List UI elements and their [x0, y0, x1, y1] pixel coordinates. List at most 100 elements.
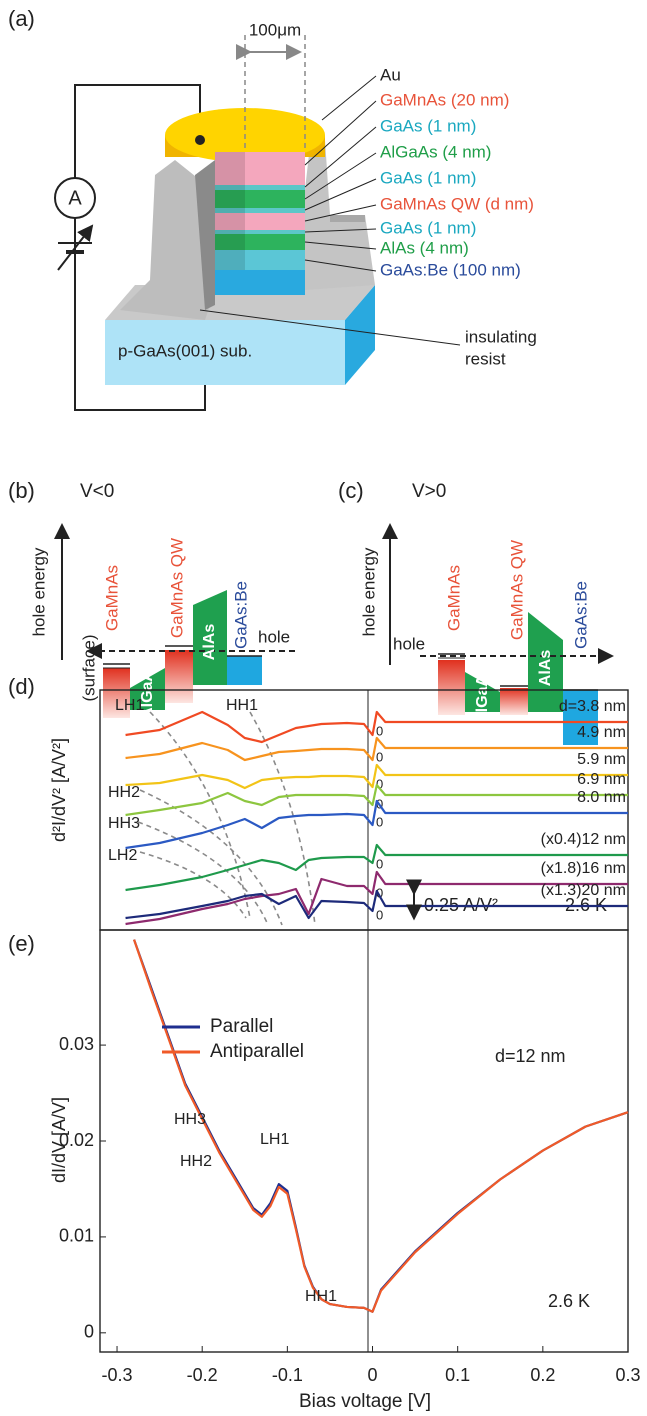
data-line: [125, 783, 628, 817]
peak-label: HH1: [226, 697, 258, 714]
layer-label: AlAs (4 nm): [380, 238, 469, 257]
data-line: [133, 939, 629, 1313]
y-tick-label: 0.02: [59, 1130, 94, 1150]
region-label: GaMnAs QW: [507, 540, 526, 640]
x-tick-label: 0: [368, 1365, 378, 1385]
leader-line: [304, 126, 377, 188]
layer-label: Au: [380, 65, 401, 84]
data-line: [133, 939, 629, 1313]
zero-label: 0: [376, 749, 383, 764]
x-axis-label: Bias voltage [V]: [299, 1391, 431, 1412]
x-tick-label: -0.1: [272, 1365, 303, 1385]
x-tick-label: 0.3: [615, 1365, 640, 1385]
ammeter-label: A: [68, 187, 82, 209]
plot-frame: [99, 929, 629, 1353]
leader-line: [304, 204, 377, 222]
substrate-label: p-GaAs(001) sub.: [118, 341, 252, 360]
resist-label: resist: [465, 349, 506, 368]
zero-label: 0: [376, 885, 383, 900]
peak-label: HH2: [180, 1153, 212, 1170]
series-label: 8.0 nm: [577, 789, 626, 806]
temperature: 2.6 K: [565, 895, 607, 915]
layer-label: GaAs (1 nm): [380, 116, 476, 135]
carrier-label: hole: [258, 627, 290, 646]
layer-label: GaAs (1 nm): [380, 168, 476, 187]
x-tick-label: 0.2: [530, 1365, 555, 1385]
leader-line: [304, 228, 377, 233]
panel-label: (b): [8, 478, 35, 503]
region-label: GaAs:Be: [231, 581, 250, 649]
peak-label: LH1: [260, 1131, 289, 1148]
panel-label: (a): [8, 6, 35, 31]
series-label: 4.9 nm: [577, 724, 626, 741]
peak-label: LH1: [115, 697, 144, 714]
device-drawing: [54, 35, 461, 411]
resist-label: insulating: [465, 327, 537, 346]
bias-condition: V<0: [80, 481, 114, 502]
peak-label: HH3: [108, 815, 140, 832]
guide-lines: [137, 711, 316, 926]
series-label: (x1.3)20 nm: [541, 882, 626, 899]
layer-label: AlGaAs (4 nm): [380, 142, 491, 161]
band-diagram-c: [382, 523, 614, 745]
series-label: (x0.4)12 nm: [541, 831, 626, 848]
bias-condition: V>0: [412, 481, 446, 502]
panel-label: (d): [8, 674, 35, 699]
peak-label: HH2: [108, 784, 140, 801]
legend-label: Antiparallel: [210, 1041, 304, 1062]
series-label: 5.9 nm: [577, 751, 626, 768]
layer-label: GaMnAs QW (d nm): [380, 194, 534, 213]
temperature: 2.6 K: [548, 1291, 590, 1311]
zero-label: 0: [376, 856, 383, 871]
y-tick-label: 0.03: [59, 1034, 94, 1054]
peak-label: HH1: [305, 1288, 337, 1305]
leader-line: [304, 259, 377, 272]
layer-label: GaAs:Be (100 nm): [380, 260, 521, 279]
series-label: d=3.8 nm: [559, 698, 626, 715]
leader-line: [321, 75, 377, 121]
width-label: 100μm: [249, 20, 301, 39]
y-axis-label: d²I/dV² [A/V²]: [49, 738, 69, 842]
leader-line: [304, 152, 377, 200]
data-line: [125, 843, 628, 892]
barrier-label: AlAs: [201, 624, 218, 661]
panel-label: (c): [338, 478, 364, 503]
data-line: [125, 763, 628, 790]
layer-label: GaMnAs (20 nm): [380, 90, 509, 109]
series-label: (x1.8)16 nm: [541, 860, 626, 877]
band-diagram-b: [54, 523, 295, 718]
legend-label: Parallel: [210, 1016, 273, 1037]
peak-label: HH3: [174, 1111, 206, 1128]
series-label: 6.9 nm: [577, 771, 626, 788]
x-tick-label: 0.1: [445, 1365, 470, 1385]
x-tick-label: -0.3: [102, 1365, 133, 1385]
barrier-label: AlGaAs: [474, 666, 491, 724]
leader-line: [304, 100, 377, 166]
zero-label: 0: [376, 814, 383, 829]
energy-axis-label: hole energy: [359, 547, 378, 636]
leader-line: [304, 241, 377, 250]
region-label: GaMnAs QW: [167, 538, 186, 638]
leader-line: [304, 178, 377, 211]
data-line: [125, 799, 628, 850]
zero-label: 0: [376, 907, 383, 922]
surface-label: (surface): [79, 634, 98, 701]
y-tick-label: 0: [84, 1322, 94, 1342]
thickness-label: d=12 nm: [495, 1046, 566, 1066]
layer-label: GaAs (1 nm): [380, 218, 476, 237]
region-label: GaMnAs: [102, 565, 121, 631]
y-tick-label: 0.01: [59, 1226, 94, 1246]
carrier-label: hole: [393, 634, 425, 653]
y-axis-label: dI/dV [A/V]: [49, 1097, 69, 1183]
barrier-label: AlAs: [537, 650, 554, 687]
energy-axis-label: hole energy: [29, 547, 48, 636]
x-tick-label: -0.2: [187, 1365, 218, 1385]
data-line: [125, 710, 628, 744]
scale-bar-label: 0.25 A/V²: [424, 895, 498, 915]
region-label: GaMnAs: [444, 565, 463, 631]
panel-label: (e): [8, 931, 35, 956]
zero-label: 0: [376, 776, 383, 791]
peak-label: LH2: [108, 847, 137, 864]
region-label: GaAs:Be: [571, 581, 590, 649]
